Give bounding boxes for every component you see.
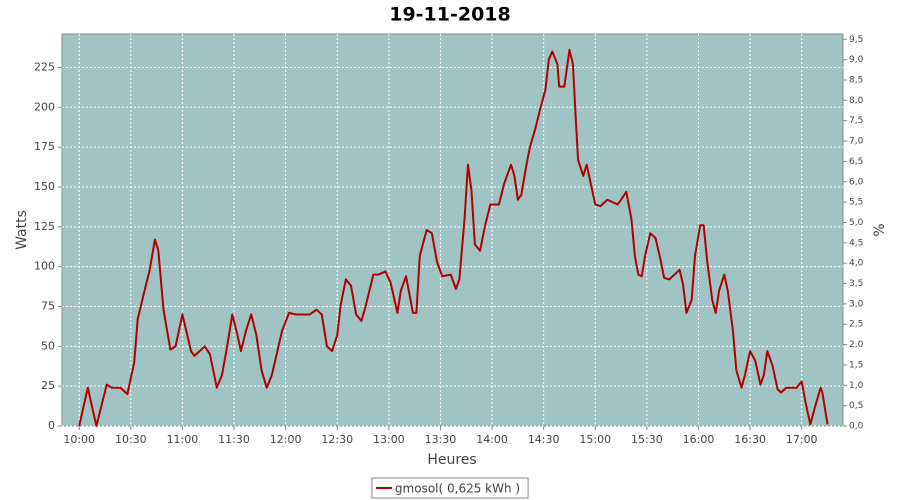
y2-tick-label: 9,5 — [849, 35, 863, 45]
y2-tick-label: 5,5 — [849, 198, 863, 208]
x-tick-label: 17:00 — [786, 433, 818, 446]
y2-tick-label: 4,5 — [849, 238, 863, 248]
data-line — [78, 48, 829, 427]
y2-tick-label: 6,5 — [849, 157, 863, 167]
y-tick-label: 100 — [34, 260, 55, 273]
y2-axis-label: % — [872, 223, 888, 236]
legend-box — [371, 477, 529, 499]
y2-tick-label: 3,0 — [849, 299, 864, 309]
x-tick-label: 12:00 — [270, 433, 302, 446]
y-tick-label: 175 — [34, 140, 55, 153]
y2-tick-label: 7,5 — [849, 116, 863, 126]
y2-tick-label: 0,0 — [849, 422, 864, 432]
x-tick-label: 16:30 — [734, 433, 766, 446]
y-tick-label: 50 — [41, 339, 55, 352]
x-tick-label: 14:00 — [476, 433, 508, 446]
x-tick-label: 13:00 — [373, 433, 405, 446]
y2-tick-label: 1,0 — [849, 381, 864, 391]
x-tick-label: 15:30 — [631, 433, 663, 446]
y-tick-label: 125 — [34, 220, 55, 233]
x-tick-label: 13:30 — [425, 433, 457, 446]
y2-tick-label: 3,5 — [849, 279, 863, 289]
y2-tick-label: 2,0 — [849, 340, 864, 350]
x-tick-label: 14:30 — [528, 433, 560, 446]
y2-tick-label: 2,5 — [849, 320, 863, 330]
y-axis-label: Watts — [14, 210, 30, 250]
y-tick-label: 225 — [34, 60, 55, 73]
chart-title: 19-11-2018 — [389, 4, 511, 26]
y-tick-label: 200 — [34, 100, 55, 113]
y2-tick-label: 5,0 — [849, 218, 864, 228]
x-tick-label: 12:30 — [321, 433, 353, 446]
x-tick-label: 15:00 — [579, 433, 611, 446]
y2-tick-label: 7,0 — [849, 137, 864, 147]
x-tick-label: 10:30 — [115, 433, 147, 446]
x-axis-label: Heures — [427, 452, 476, 468]
y2-tick-label: 4,0 — [849, 259, 864, 269]
x-tick-label: 16:00 — [683, 433, 715, 446]
x-tick-label: 11:00 — [167, 433, 199, 446]
plot-area — [61, 33, 844, 427]
legend-label: gmosol( 0,625 kWh ) — [395, 482, 520, 496]
x-tick-label: 10:00 — [63, 433, 95, 446]
y2-tick-label: 6,0 — [849, 177, 864, 187]
y2-tick-label: 8,5 — [849, 75, 863, 85]
y-tick-label: 25 — [41, 379, 55, 392]
y2-tick-label: 8,0 — [849, 96, 864, 106]
y-tick-label: 150 — [34, 180, 55, 193]
y2-tick-label: 0,5 — [849, 401, 863, 411]
y-tick-label: 75 — [41, 299, 55, 312]
y2-tick-label: 1,5 — [849, 360, 863, 370]
y2-tick-label: 9,0 — [849, 55, 864, 65]
y-tick-label: 0 — [48, 419, 55, 432]
x-tick-label: 11:30 — [218, 433, 250, 446]
